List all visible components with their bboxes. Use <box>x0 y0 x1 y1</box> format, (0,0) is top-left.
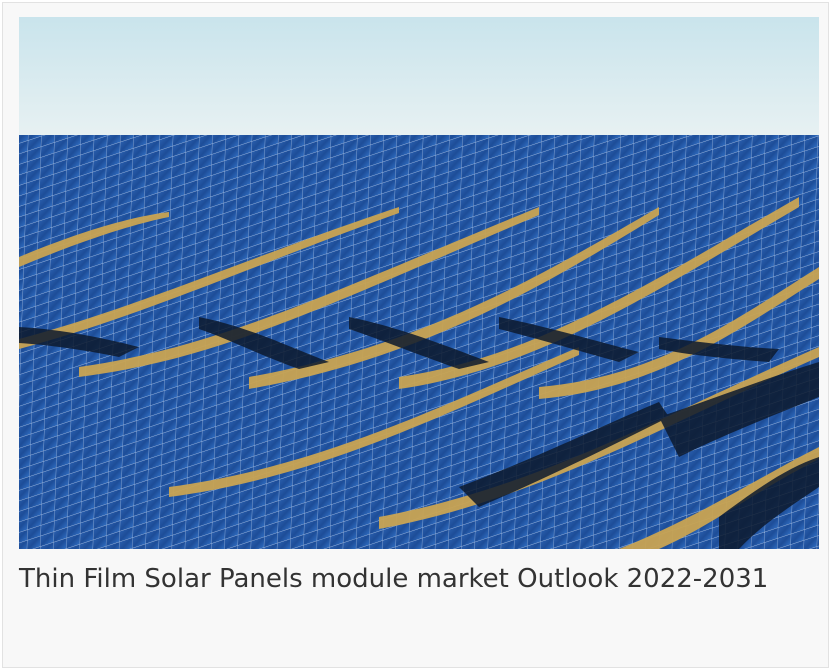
photo <box>19 17 819 549</box>
caption: Thin Film Solar Panels module market Out… <box>19 564 769 594</box>
